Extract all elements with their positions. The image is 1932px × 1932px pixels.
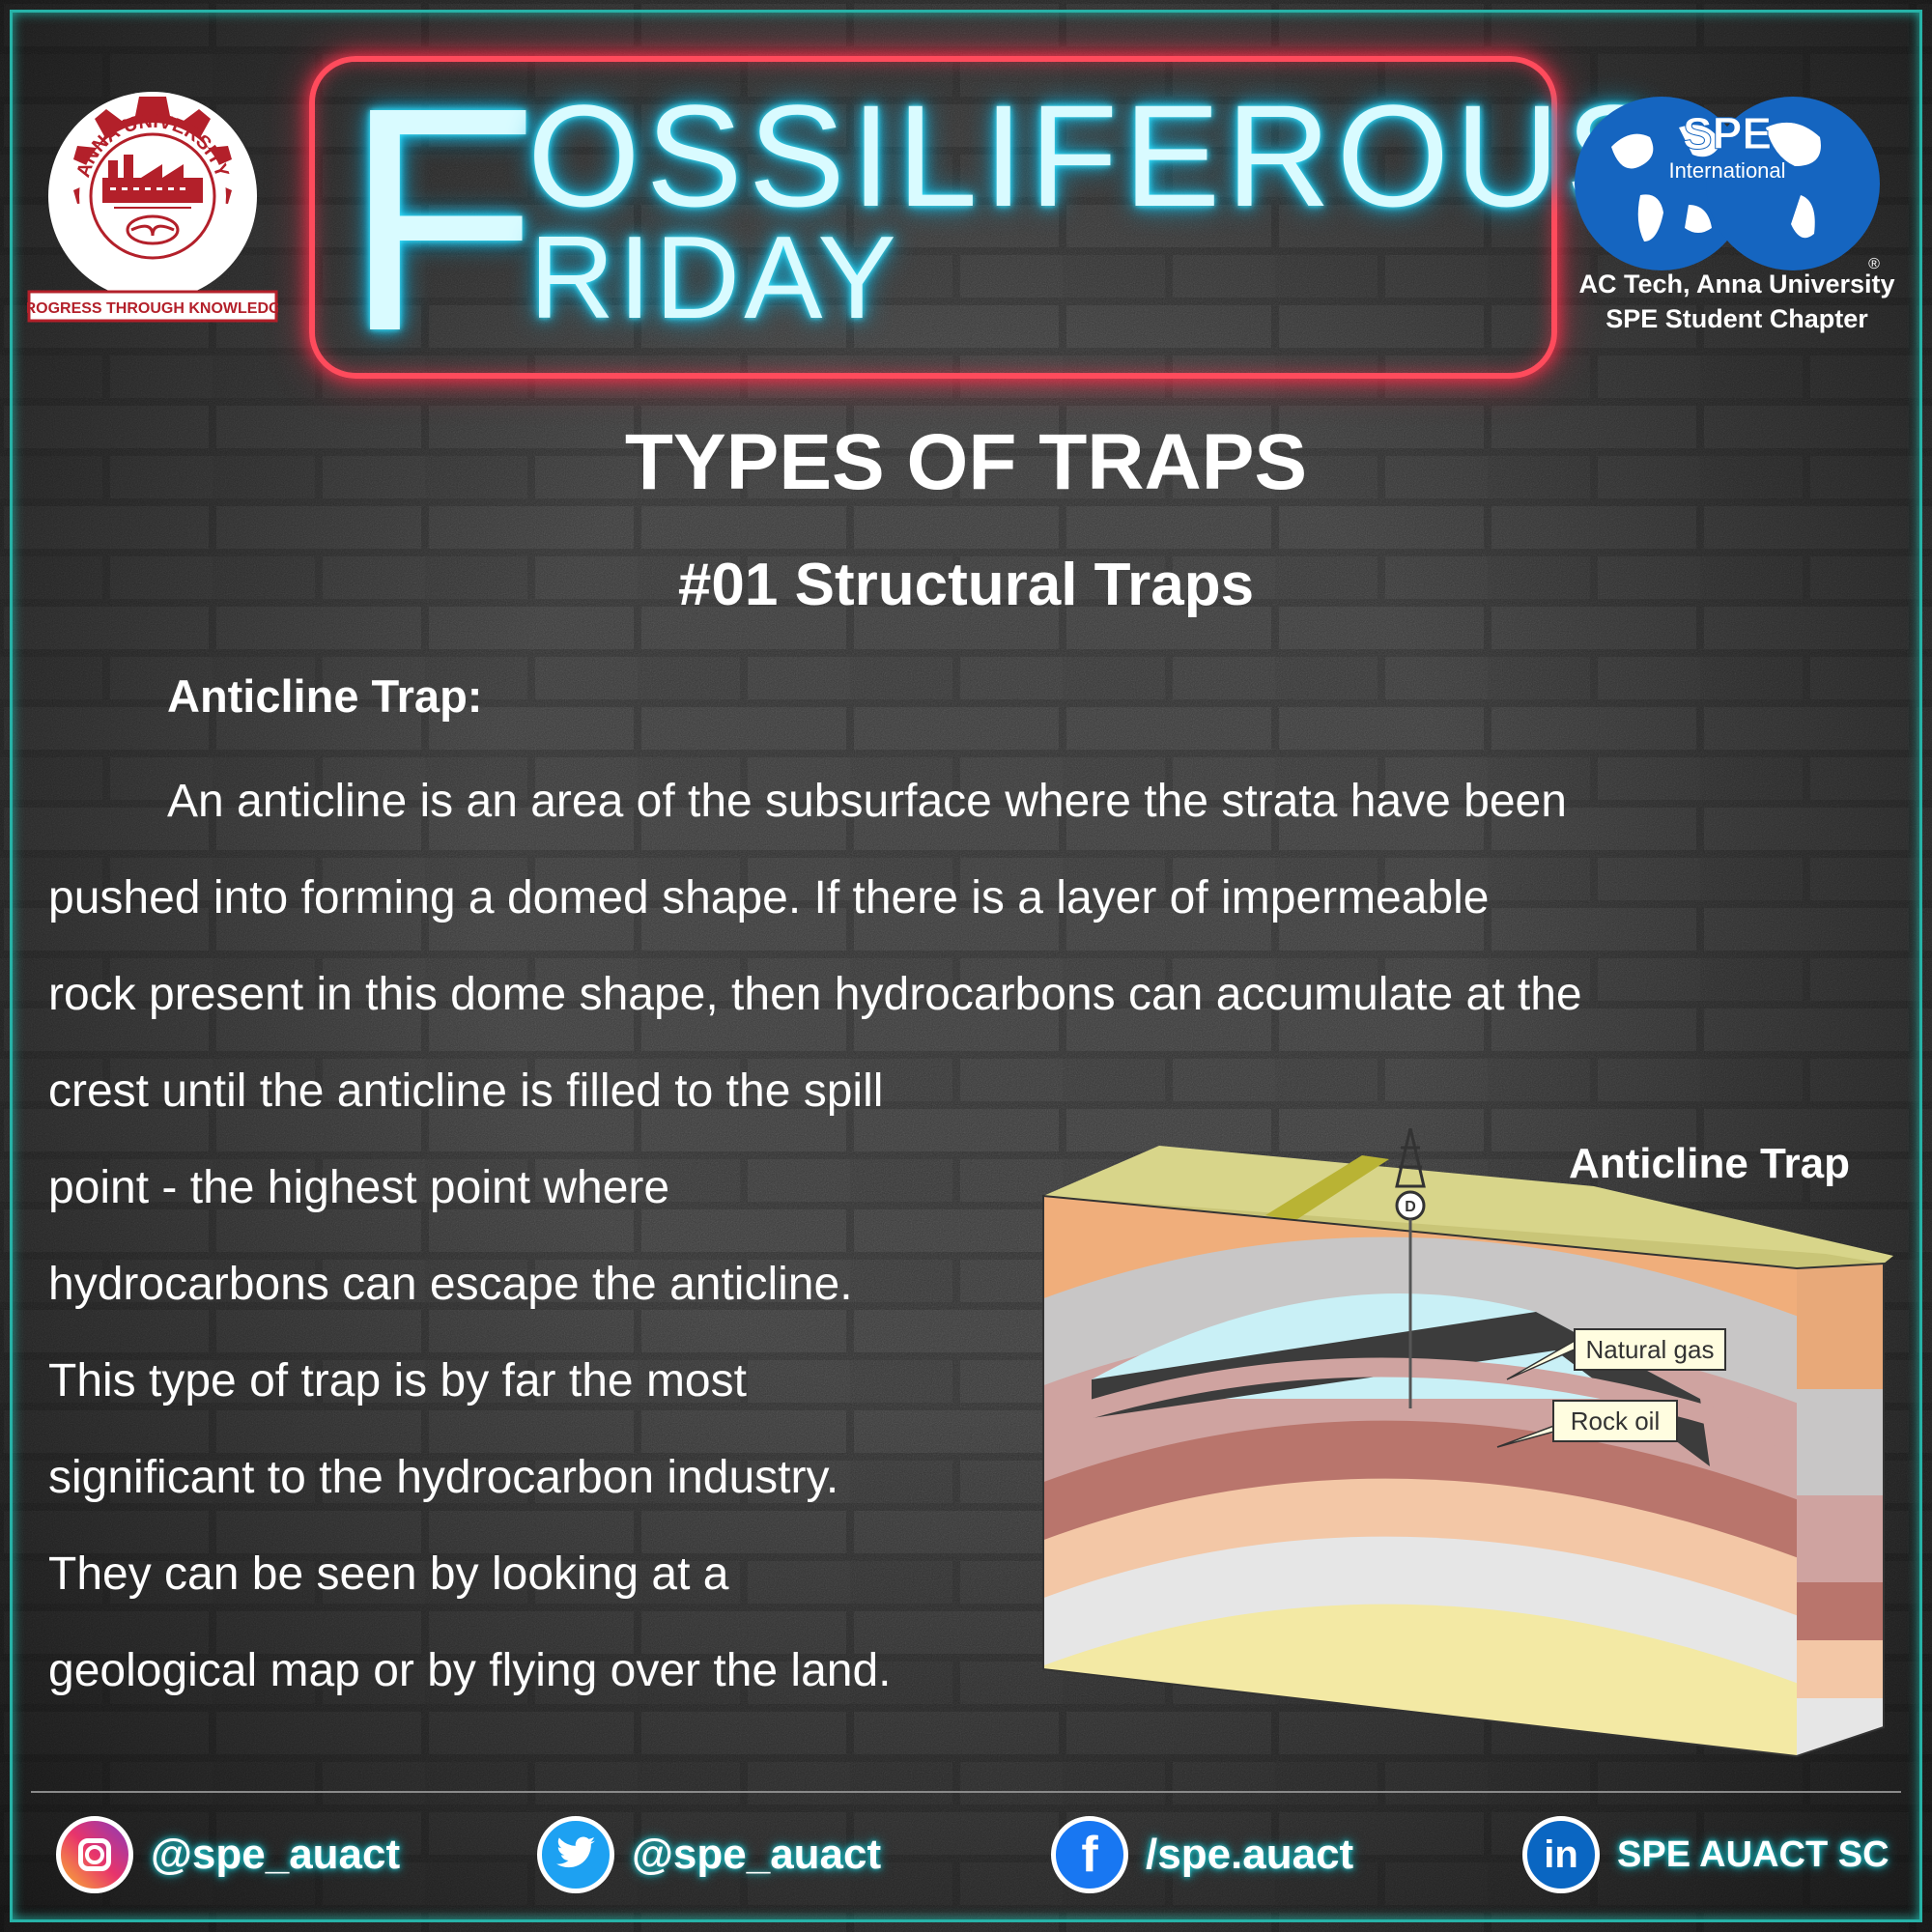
facebook-icon: f — [1051, 1816, 1128, 1893]
spe-chapter-caption: AC Tech, Anna University SPE Student Cha… — [1553, 267, 1920, 336]
paragraph-line: An anticline is an area of the subsurfac… — [167, 776, 1567, 827]
paragraph-line: significant to the hydrocarbon industry. — [48, 1452, 839, 1503]
page-title: TYPES OF TRAPS — [624, 418, 1308, 506]
paragraph-line: geological map or by flying over the lan… — [48, 1645, 892, 1696]
spe-logo-sub: International — [1668, 158, 1785, 183]
page-subtitle: #01 Structural Traps — [677, 552, 1255, 618]
linkedin-icon: in — [1522, 1816, 1600, 1893]
spe-logo-name: SPE — [1683, 108, 1772, 158]
natural-gas-callout: Natural gas — [1506, 1328, 1726, 1380]
oil-derrick-icon: D — [1395, 1128, 1426, 1408]
twitter-link[interactable]: @spe_auact — [537, 1816, 881, 1893]
instagram-handle: @spe_auact — [151, 1831, 401, 1878]
linkedin-handle: SPE AUACT SC — [1617, 1833, 1889, 1875]
paragraph-line: This type of trap is by far the most — [48, 1355, 747, 1406]
spe-caption-line2: SPE Student Chapter — [1605, 304, 1868, 333]
neon-big-letter: F — [344, 41, 543, 397]
registered-mark: ® — [1868, 256, 1880, 272]
facebook-link[interactable]: f /spe.auact — [1051, 1816, 1353, 1893]
spe-caption-line1: AC Tech, Anna University — [1578, 270, 1895, 298]
page-frame — [10, 10, 1922, 1922]
paragraph-line: rock present in this dome shape, then hy… — [48, 969, 1582, 1020]
anna-university-logo: ANNA UNIVERSITY PROGRESS THROUGH KNOWLED… — [27, 92, 278, 323]
facebook-handle: /spe.auact — [1146, 1831, 1354, 1878]
neon-title-frame — [309, 56, 1557, 379]
svg-text:Rock oil: Rock oil — [1571, 1406, 1660, 1435]
paragraph-line: hydrocarbons can escape the anticline. — [48, 1259, 853, 1310]
paragraph-line: crest until the anticline is filled to t… — [48, 1065, 884, 1117]
diagram-surface — [1043, 1146, 1893, 1268]
spe-international-logo: SPE International ® — [1575, 97, 1880, 272]
linkedin-link[interactable]: in SPE AUACT SC — [1522, 1816, 1889, 1893]
neon-title-line1: OSSILIFEROUS — [527, 74, 1668, 237]
instagram-icon — [56, 1816, 133, 1893]
twitter-handle: @spe_auact — [632, 1831, 882, 1878]
rock-oil-zone — [1092, 1312, 1710, 1466]
anticline-trap-diagram: D Natural gas Rock oil — [1042, 1128, 1893, 1758]
twitter-icon — [537, 1816, 614, 1893]
section-heading: Anticline Trap: — [167, 670, 483, 722]
svg-text:D: D — [1405, 1199, 1416, 1215]
paragraph-line: They can be seen by looking at a — [48, 1548, 729, 1600]
paragraph-line: point - the highest point where — [48, 1162, 670, 1213]
footer-divider — [31, 1791, 1901, 1793]
diagram-title: Anticline Trap — [1569, 1140, 1850, 1187]
instagram-link[interactable]: @spe_auact — [56, 1816, 400, 1893]
rock-oil-callout: Rock oil — [1496, 1400, 1678, 1448]
neon-title-line2: RIDAY — [529, 212, 900, 343]
svg-text:Natural gas: Natural gas — [1586, 1335, 1715, 1364]
logo-banner-text: PROGRESS THROUGH KNOWLEDGE — [27, 300, 278, 317]
paragraph-line: pushed into forming a domed shape. If th… — [48, 872, 1490, 923]
